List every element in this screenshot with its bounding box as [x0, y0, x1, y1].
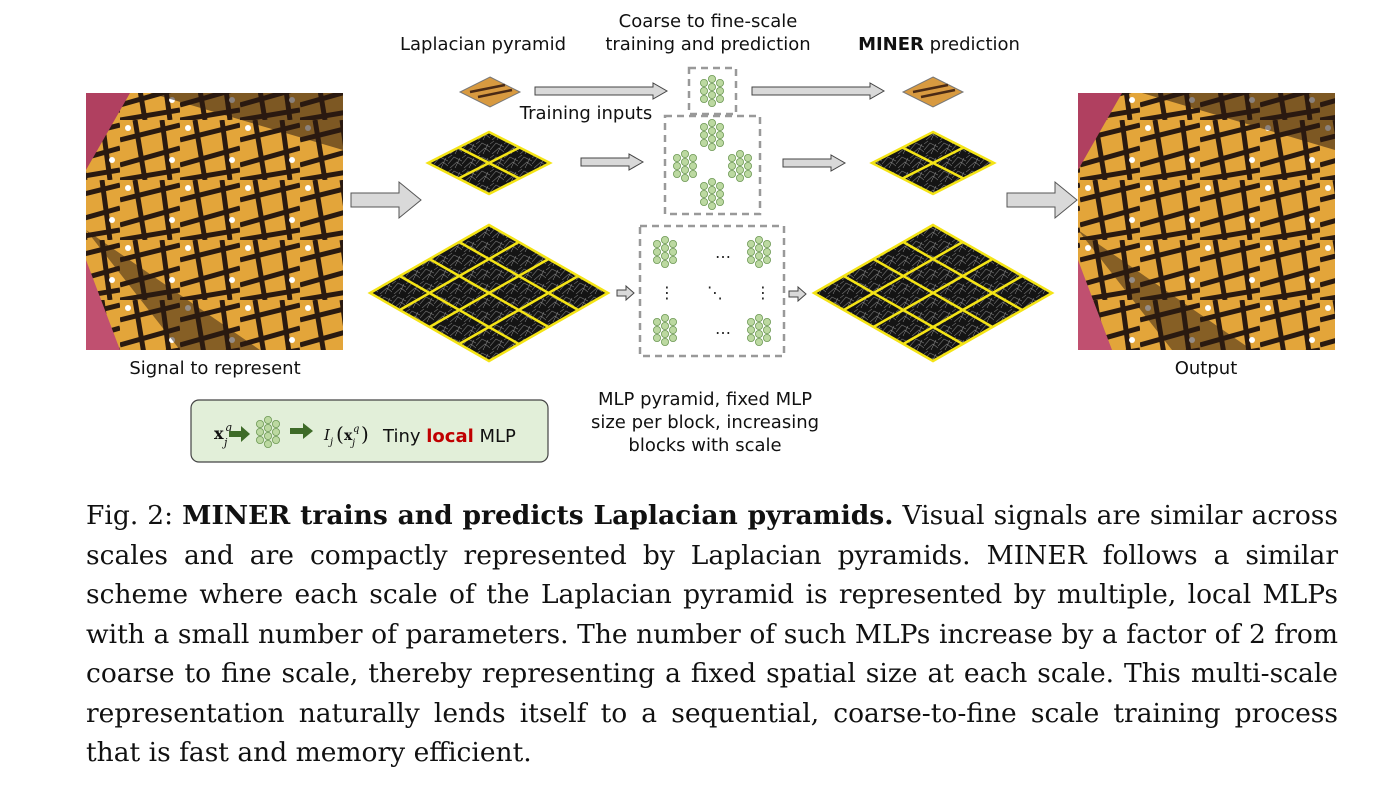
miner-rest: prediction: [924, 34, 1020, 55]
legend-input-sup: q: [225, 421, 232, 434]
fine-mlp-icon-tl: [653, 235, 677, 269]
coarse-mlp-box: [687, 66, 738, 116]
legend-output-x-sup: q: [353, 424, 359, 435]
medium-mlp-box: [663, 114, 762, 216]
input-arrow: [350, 181, 422, 219]
medium-train-arrow: [580, 153, 644, 171]
fine-mlp-ellipsis: … … ⋮ ⋮ ⋱: [659, 243, 771, 338]
fine-mlp-box: [638, 224, 786, 358]
signal-label: Signal to represent: [129, 358, 300, 379]
fine-scale-prediction: [811, 223, 1055, 363]
fine-predict-arrow: [788, 286, 807, 302]
legend-text: Tiny local MLP: [382, 426, 516, 447]
svg-text:…: …: [715, 319, 731, 338]
output-arrow: [1006, 181, 1078, 219]
figure-miner-pipeline: Signal to represent Laplacian pyramid Tr…: [86, 11, 1335, 463]
fine-train-arrow: [616, 285, 635, 301]
legend-arrow-in: [229, 426, 250, 442]
legend-input-sub: j: [221, 436, 228, 449]
coarse-to-fine-label-line1: Coarse to fine-scale: [619, 11, 798, 32]
svg-text:⋱: ⋱: [707, 283, 723, 302]
coarse-to-fine-label-line2: training and prediction: [605, 34, 810, 55]
laplacian-pyramid-label: Laplacian pyramid: [400, 34, 566, 55]
legend-output-fn: I: [323, 426, 331, 444]
fine-mlp-icon-tr: [747, 235, 771, 269]
mlp-pyramid-label-line2: size per block, increasing: [591, 412, 819, 433]
medium-scale-input: [425, 130, 553, 196]
mlp-pyramid-label-line1: MLP pyramid, fixed MLP: [598, 389, 812, 410]
legend-output-paren-close: ): [361, 422, 369, 446]
caption-fig-label: Fig. 2:: [86, 500, 183, 531]
svg-text:⋮: ⋮: [755, 283, 771, 302]
medium-mlp-icon-right: [728, 149, 752, 183]
fine-scale-input: [367, 223, 611, 363]
coarse-scale-prediction: [901, 76, 965, 108]
miner-bold: MINER: [858, 34, 924, 55]
legend-box: x q j I j ( x q j ) Tiny local MLP: [190, 399, 549, 463]
legend-output-sub: j: [328, 437, 333, 448]
legend-output-x: x: [344, 428, 353, 444]
legend-output-x-sub: j: [350, 438, 355, 449]
caption-body: Visual signals are similar across scales…: [86, 500, 1338, 768]
medium-mlp-icon-left: [673, 149, 697, 183]
figure-caption: Fig. 2: MINER trains and predicts Laplac…: [86, 496, 1338, 773]
miner-prediction-label: MINER prediction: [858, 34, 1020, 55]
input-image: [86, 93, 343, 350]
mlp-pyramid-label-line3: blocks with scale: [628, 435, 781, 456]
legend-output-paren-open: (: [336, 422, 344, 446]
coarse-mlp-icon: [700, 75, 724, 107]
coarse-predict-arrow: [751, 82, 885, 100]
training-inputs-label: Training inputs: [519, 103, 652, 124]
caption-bold-title: MINER trains and predicts Laplacian pyra…: [182, 500, 894, 531]
medium-predict-arrow: [782, 154, 846, 172]
coarse-train-arrow: [534, 82, 668, 100]
medium-mlp-icon-top: [700, 119, 724, 152]
fine-mlp-icon-bl: [653, 313, 677, 347]
medium-mlp-icon-bottom: [700, 177, 724, 211]
svg-text:⋮: ⋮: [659, 283, 675, 302]
output-label: Output: [1175, 358, 1238, 379]
medium-scale-prediction: [869, 130, 997, 196]
legend-input-symbol: x: [214, 424, 224, 443]
svg-text:…: …: [715, 243, 731, 262]
legend-arrow-out: [290, 423, 313, 439]
coarse-scale-input: [458, 76, 522, 108]
fine-mlp-icon-br: [747, 313, 771, 347]
output-image: [1078, 93, 1335, 350]
